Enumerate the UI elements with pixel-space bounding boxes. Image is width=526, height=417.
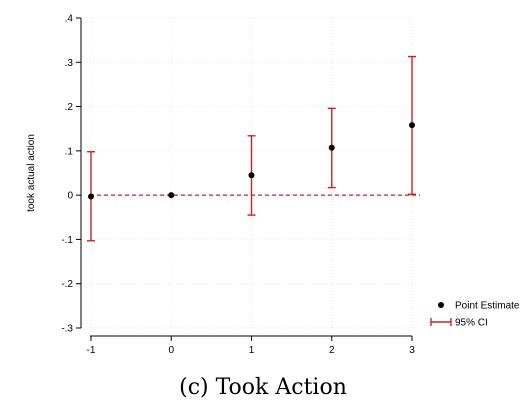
legend: Point Estimate 95% CI: [430, 301, 520, 329]
point-estimate-1: [168, 192, 175, 199]
y-tick-label-3: 0: [67, 191, 73, 202]
legend-point-label: Point Estimate: [455, 301, 520, 312]
legend-ci-marker: [430, 318, 452, 326]
y-tick-label-5: .2: [65, 102, 74, 113]
x-ticks: -1 0 1 2 3: [87, 336, 415, 356]
y-tick-label-2: -.1: [61, 235, 73, 246]
x-tick-label-4: 3: [409, 345, 415, 356]
x-tick-label-2: 1: [249, 345, 255, 356]
figure-caption: (c) Took Action: [179, 375, 347, 400]
x-tick-label-3: 2: [329, 345, 335, 356]
y-tick-label-4: .1: [65, 146, 74, 157]
point-estimate-2: [248, 172, 255, 179]
y-ticks: -.3 -.2 -.1 0 .1 .2 .3 .4: [61, 14, 81, 335]
point-estimate-4: [409, 122, 415, 129]
legend-point-marker: [438, 302, 444, 308]
gridlines: [90, 17, 413, 329]
y-axis-label: took actual action: [26, 134, 37, 212]
point-estimates: [88, 122, 415, 200]
axes: [80, 18, 412, 337]
legend-ci-label: 95% CI: [455, 318, 488, 329]
x-tick-label-0: -1: [87, 345, 96, 356]
point-estimate-3: [328, 144, 335, 151]
y-tick-label-6: .3: [65, 58, 74, 69]
y-tick-label-0: -.3: [61, 324, 73, 335]
x-tick-label-1: 0: [168, 345, 174, 356]
point-estimate-0: [88, 193, 94, 200]
y-tick-label-7: .4: [65, 14, 74, 25]
y-tick-label-1: -.2: [61, 279, 73, 290]
